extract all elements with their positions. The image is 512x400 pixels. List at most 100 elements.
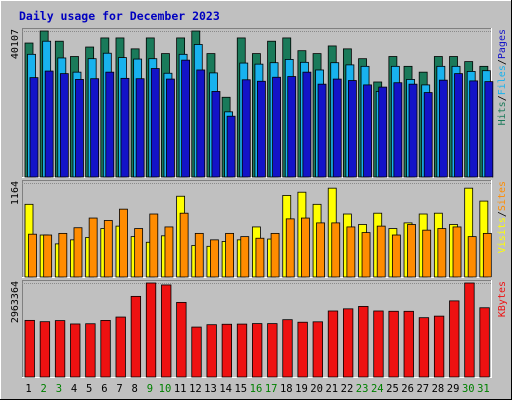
y-axis-max-label: 2963364 <box>10 281 21 323</box>
x-tick-label-25: 25 <box>386 383 399 395</box>
bar-kbytes-day-17 <box>267 323 278 378</box>
bar-sites-day-5 <box>88 217 98 278</box>
bar-pages-day-4 <box>75 79 84 178</box>
panel-hits-files-pages: 40107 Hits/Files/Pages <box>10 28 508 178</box>
bar-pages-day-6 <box>105 71 115 178</box>
bar-pages-day-13 <box>211 91 221 178</box>
bar-sites-day-11 <box>179 212 189 278</box>
x-tick-label-3: 3 <box>56 383 62 395</box>
bar-kbytes-day-14 <box>221 323 233 378</box>
bar-pages-day-21 <box>332 78 342 178</box>
legend-pages: Pages <box>497 29 508 59</box>
bar-sites-day-7 <box>119 208 128 278</box>
bar-sites-day-2 <box>43 234 53 278</box>
x-tick-label-5: 5 <box>86 383 92 395</box>
legend: Visits/Sites <box>497 181 508 253</box>
bar-kbytes-day-21 <box>327 310 339 378</box>
bar-sites-day-26 <box>407 224 416 278</box>
x-axis-labels: 1 2 3 4 5 6 7 8 9 10 11 12 13 14 15 16 17 18 19 20 21 22 23 24 2… <box>25 383 489 395</box>
bar-sites-day-12 <box>194 232 204 278</box>
bar-kbytes-day-1 <box>24 319 35 378</box>
chart-title: Daily usage for December 2023 <box>19 9 220 23</box>
x-tick-label-31: 31 <box>477 383 490 395</box>
x-tick-label-8: 8 <box>132 383 138 395</box>
bar-kbytes-day-16 <box>252 323 263 378</box>
bar-sites-day-24 <box>376 225 386 278</box>
bar-kbytes-day-20 <box>312 321 323 378</box>
x-tick-label-1: 1 <box>25 383 31 395</box>
bar-pages-day-25 <box>393 82 403 178</box>
panel-visits-sites: 1164 Visits/Sites <box>10 180 508 278</box>
bar-kbytes-day-7 <box>115 316 126 378</box>
bar-sites-day-28 <box>437 228 447 278</box>
bar-kbytes-day-19 <box>297 321 308 378</box>
bar-sites-day-29 <box>452 226 462 278</box>
bar-pages-day-30 <box>469 80 479 178</box>
bar-kbytes-day-3 <box>54 320 66 378</box>
bar-sites-day-20 <box>316 222 325 278</box>
bar-kbytes-day-27 <box>418 317 430 378</box>
x-tick-label-22: 22 <box>341 383 354 395</box>
bar-pages-day-17 <box>272 76 281 178</box>
x-tick-label-18: 18 <box>280 383 293 395</box>
bar-sites-day-3 <box>58 232 68 278</box>
bar-pages-day-28 <box>438 79 448 178</box>
x-tick-label-9: 9 <box>147 383 153 395</box>
bar-pages-day-19 <box>302 71 312 178</box>
bar-sites-day-16 <box>255 237 265 278</box>
bar-pages-day-11 <box>181 59 191 178</box>
x-tick-label-6: 6 <box>101 383 107 395</box>
bar-pages-day-24 <box>378 86 388 178</box>
bar-sites-day-18 <box>285 218 295 278</box>
x-tick-label-16: 16 <box>250 383 263 395</box>
x-tick-label-27: 27 <box>416 383 429 395</box>
legend-kbytes: KBytes <box>497 281 508 317</box>
bar-kbytes-day-15 <box>236 323 248 378</box>
bar-sites-day-9 <box>149 213 159 278</box>
bar-pages-day-27 <box>423 92 433 178</box>
bar-kbytes-day-30 <box>464 282 475 378</box>
x-tick-label-20: 20 <box>310 383 323 395</box>
x-tick-label-21: 21 <box>325 383 338 395</box>
bar-pages-day-16 <box>257 80 266 178</box>
x-tick-label-7: 7 <box>116 383 122 395</box>
bar-kbytes-day-24 <box>373 310 384 378</box>
bar-pages-day-1 <box>29 77 39 178</box>
bar-kbytes-day-28 <box>433 315 445 378</box>
bar-pages-day-20 <box>317 83 327 178</box>
y-axis-max-label: 40107 <box>10 29 21 59</box>
legend: Hits/Files/Pages <box>497 29 508 125</box>
bar-sites-day-8 <box>134 228 144 278</box>
bar-pages-day-9 <box>150 68 160 178</box>
bar-kbytes-day-10 <box>161 284 172 378</box>
bar-sites-day-14 <box>225 232 235 278</box>
x-tick-label-26: 26 <box>401 383 414 395</box>
bar-sites-day-21 <box>331 222 341 278</box>
legend-separator: / <box>497 211 508 217</box>
x-tick-label-15: 15 <box>234 383 247 395</box>
bar-kbytes-day-11 <box>176 301 187 378</box>
bar-pages-day-12 <box>196 69 206 178</box>
bar-sites-day-31 <box>482 232 492 278</box>
legend: KBytes <box>497 281 508 317</box>
bar-sites-day-6 <box>103 220 113 278</box>
bar-pages-day-14 <box>226 115 236 178</box>
bar-pages-day-2 <box>44 70 54 178</box>
bar-kbytes-day-23 <box>358 306 369 378</box>
bar-sites-day-22 <box>346 226 356 278</box>
bar-kbytes-day-13 <box>206 324 217 378</box>
bar-pages-day-7 <box>120 77 130 178</box>
bar-sites-day-30 <box>467 236 477 278</box>
bar-kbytes-day-9 <box>145 282 157 378</box>
bar-sites-day-23 <box>361 232 371 278</box>
bar-kbytes-day-12 <box>191 326 202 378</box>
bar-sites-day-13 <box>210 239 219 278</box>
legend-files: Files <box>497 65 508 95</box>
x-tick-label-4: 4 <box>71 383 77 395</box>
bar-pages-day-3 <box>59 73 69 178</box>
bar-pages-day-22 <box>347 80 357 178</box>
bar-sites-day-4 <box>73 227 83 278</box>
x-tick-label-14: 14 <box>219 383 232 395</box>
